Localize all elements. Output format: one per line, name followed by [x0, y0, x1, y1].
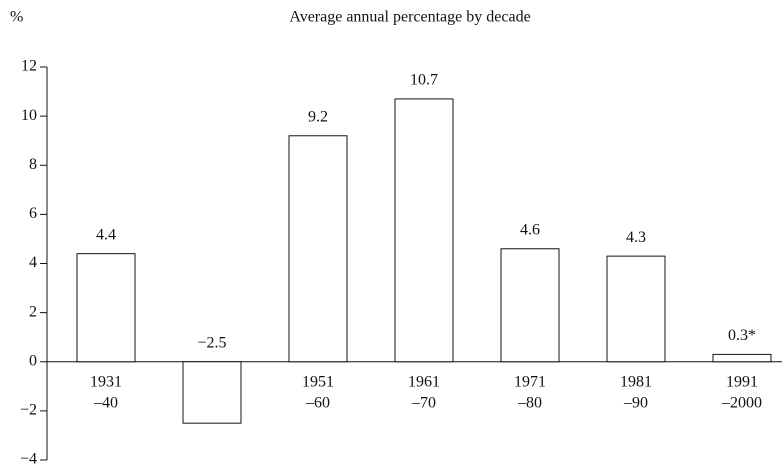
x-tick-label: 1991 [726, 374, 758, 391]
x-tick-label: –60 [305, 395, 330, 412]
bar [288, 135, 348, 363]
bar [712, 353, 772, 363]
x-tick-label: 1971 [514, 374, 546, 391]
x-tick-label: –90 [623, 395, 648, 412]
bar [394, 98, 454, 363]
chart-title: Average annual percentage by decade [289, 9, 530, 26]
value-label: −2.5 [197, 334, 226, 351]
y-tick-label: 0 [29, 352, 37, 369]
x-tick-label: –40 [93, 395, 118, 412]
y-tick-label: 4 [29, 254, 37, 271]
value-label: 10.7 [410, 72, 438, 89]
bar [606, 255, 666, 363]
value-label: 4.6 [520, 221, 540, 238]
bar [500, 248, 560, 363]
y-tick-label: 12 [21, 58, 37, 75]
y-tick-label: 8 [29, 156, 37, 173]
bar [76, 253, 136, 363]
bar [182, 361, 242, 424]
x-tick-label: 1981 [620, 374, 652, 391]
value-label: 4.3 [626, 229, 646, 246]
x-tick-label: 1961 [408, 374, 440, 391]
value-label: 0.3* [728, 327, 756, 344]
y-axis-label: % [10, 9, 23, 26]
y-tick-label: −2 [20, 402, 37, 419]
y-tick-label: 10 [21, 107, 37, 124]
y-tick-label: 2 [29, 303, 37, 320]
x-tick-label: –80 [517, 395, 542, 412]
y-tick-label: −4 [20, 451, 37, 465]
value-label: 9.2 [308, 108, 328, 125]
value-label: 4.4 [96, 226, 116, 243]
x-tick-label: –2000 [721, 395, 762, 412]
x-tick-label: –70 [411, 395, 436, 412]
x-tick-label: 1931 [90, 374, 122, 391]
y-tick-label: 6 [29, 205, 37, 222]
x-tick-label: 1951 [302, 374, 334, 391]
